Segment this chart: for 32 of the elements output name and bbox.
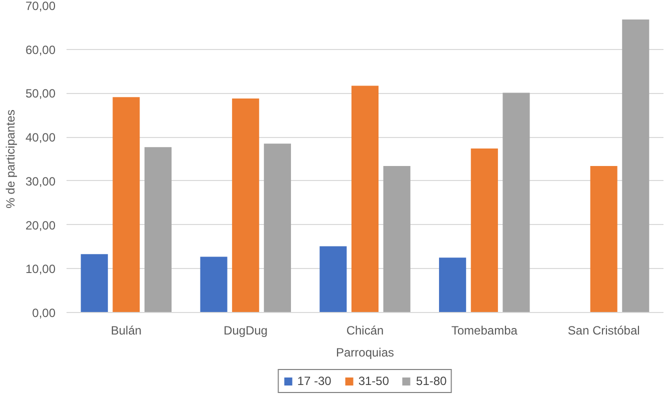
x-tick-label: Bulán <box>110 324 142 338</box>
legend-label: 17 -30 <box>297 374 332 388</box>
bar <box>80 254 108 312</box>
y-tick-label: 20,00 <box>25 218 56 232</box>
bar <box>502 92 530 312</box>
bar <box>320 246 347 312</box>
y-axis-title: % de participantes <box>3 110 18 208</box>
x-tick-label: San Cristóbal <box>568 324 640 338</box>
bar <box>112 97 140 312</box>
y-tick-label: 40,00 <box>25 130 56 145</box>
y-tick-label: 50,00 <box>25 86 56 101</box>
bar <box>200 256 228 312</box>
y-tick-label: 30,00 <box>25 174 56 188</box>
x-axis-title: Parroquias <box>336 346 394 360</box>
legend-label: 51-80 <box>416 374 447 388</box>
bar <box>144 147 172 312</box>
bar <box>232 98 260 312</box>
x-tick-label: DugDug <box>224 324 268 338</box>
y-tick-label: 60,00 <box>25 42 56 57</box>
y-tick-label: 0,00 <box>32 306 56 320</box>
x-tick-label: Tomebamba <box>451 324 518 338</box>
bar <box>439 258 466 312</box>
x-tick-label: Chicán <box>346 324 384 338</box>
bar <box>351 86 379 312</box>
legend-label: 31-50 <box>358 374 390 388</box>
y-tick-label: 70,00 <box>25 0 56 13</box>
bar <box>470 148 498 312</box>
bar <box>622 20 650 312</box>
y-tick-label: 10,00 <box>25 262 56 276</box>
bar <box>264 144 291 312</box>
bar <box>383 166 410 312</box>
bar <box>590 166 618 312</box>
